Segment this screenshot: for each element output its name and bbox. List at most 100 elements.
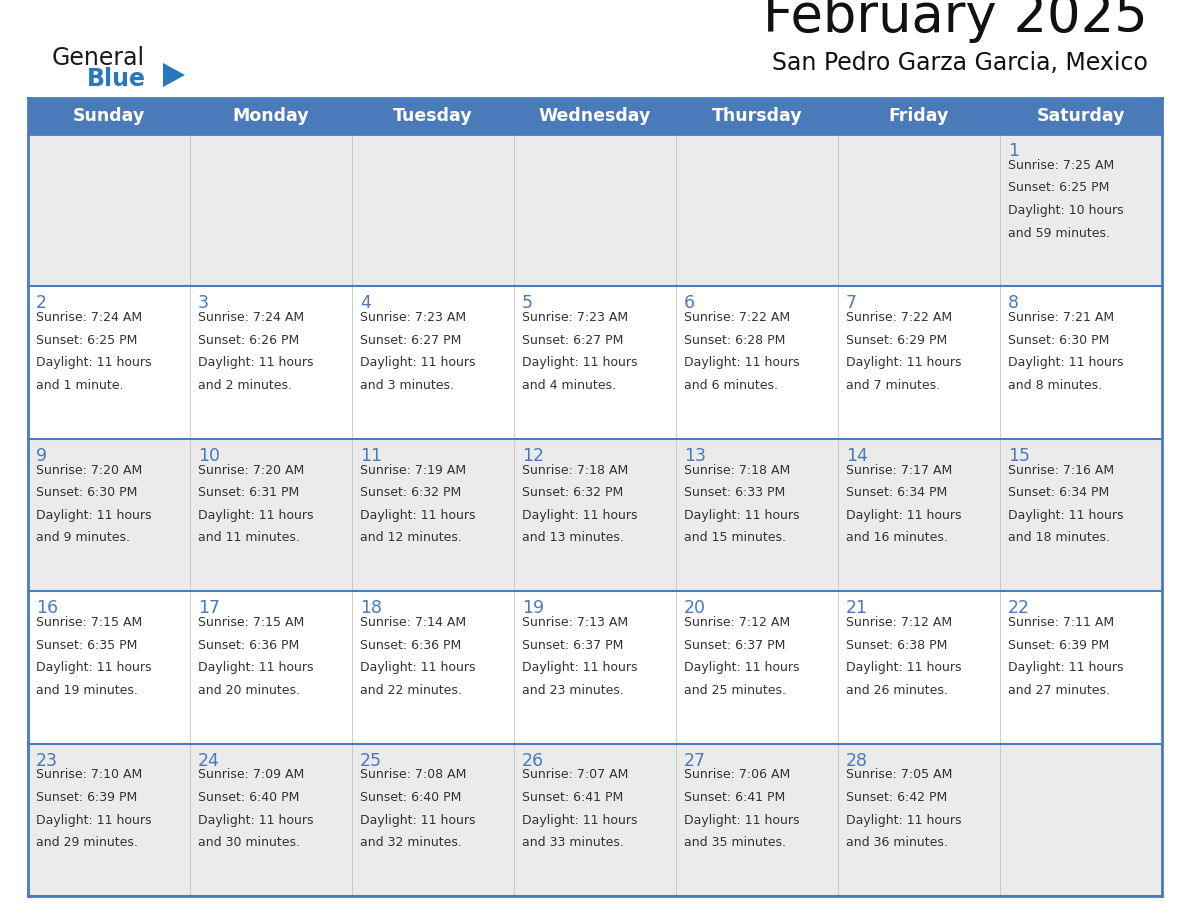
Text: Daylight: 11 hours: Daylight: 11 hours bbox=[684, 356, 800, 369]
Text: 11: 11 bbox=[360, 447, 383, 465]
Text: Sunrise: 7:05 AM: Sunrise: 7:05 AM bbox=[846, 768, 953, 781]
Text: 1: 1 bbox=[1007, 142, 1019, 160]
Text: Thursday: Thursday bbox=[712, 107, 802, 125]
Text: Sunset: 6:41 PM: Sunset: 6:41 PM bbox=[684, 791, 785, 804]
Text: Sunrise: 7:12 AM: Sunrise: 7:12 AM bbox=[846, 616, 952, 629]
Text: Sunset: 6:35 PM: Sunset: 6:35 PM bbox=[36, 639, 138, 652]
Text: 22: 22 bbox=[1007, 599, 1030, 617]
Text: San Pedro Garza Garcia, Mexico: San Pedro Garza Garcia, Mexico bbox=[772, 51, 1148, 75]
Text: Sunset: 6:36 PM: Sunset: 6:36 PM bbox=[360, 639, 461, 652]
Text: Sunrise: 7:10 AM: Sunrise: 7:10 AM bbox=[36, 768, 143, 781]
Bar bbox=[29, 134, 1162, 286]
Text: Sunrise: 7:20 AM: Sunrise: 7:20 AM bbox=[198, 464, 304, 476]
Text: and 16 minutes.: and 16 minutes. bbox=[846, 532, 948, 544]
Text: 25: 25 bbox=[360, 752, 383, 769]
Text: Sunset: 6:36 PM: Sunset: 6:36 PM bbox=[198, 639, 299, 652]
Text: 13: 13 bbox=[684, 447, 706, 465]
Bar bbox=[29, 286, 1162, 439]
Text: Sunrise: 7:24 AM: Sunrise: 7:24 AM bbox=[198, 311, 304, 324]
Text: and 19 minutes.: and 19 minutes. bbox=[36, 684, 138, 697]
Text: Sunrise: 7:15 AM: Sunrise: 7:15 AM bbox=[36, 616, 143, 629]
Text: Daylight: 11 hours: Daylight: 11 hours bbox=[522, 356, 638, 369]
Text: Sunday: Sunday bbox=[72, 107, 145, 125]
Text: Sunset: 6:40 PM: Sunset: 6:40 PM bbox=[360, 791, 461, 804]
Bar bbox=[29, 744, 1162, 896]
Text: 16: 16 bbox=[36, 599, 58, 617]
Text: 7: 7 bbox=[846, 295, 857, 312]
Text: Daylight: 11 hours: Daylight: 11 hours bbox=[522, 509, 638, 521]
Text: Saturday: Saturday bbox=[1037, 107, 1125, 125]
Text: Sunrise: 7:24 AM: Sunrise: 7:24 AM bbox=[36, 311, 143, 324]
Text: Sunset: 6:25 PM: Sunset: 6:25 PM bbox=[36, 334, 138, 347]
Text: Sunrise: 7:16 AM: Sunrise: 7:16 AM bbox=[1007, 464, 1114, 476]
Text: and 26 minutes.: and 26 minutes. bbox=[846, 684, 948, 697]
Text: 14: 14 bbox=[846, 447, 868, 465]
Text: Tuesday: Tuesday bbox=[393, 107, 473, 125]
Text: 20: 20 bbox=[684, 599, 706, 617]
Text: and 27 minutes.: and 27 minutes. bbox=[1007, 684, 1110, 697]
Text: Sunrise: 7:23 AM: Sunrise: 7:23 AM bbox=[360, 311, 466, 324]
Bar bbox=[29, 98, 1162, 134]
Text: Daylight: 11 hours: Daylight: 11 hours bbox=[36, 661, 152, 674]
Text: Daylight: 11 hours: Daylight: 11 hours bbox=[360, 509, 475, 521]
Text: Sunset: 6:39 PM: Sunset: 6:39 PM bbox=[36, 791, 138, 804]
Text: and 2 minutes.: and 2 minutes. bbox=[198, 379, 292, 392]
Text: and 6 minutes.: and 6 minutes. bbox=[684, 379, 778, 392]
Text: and 18 minutes.: and 18 minutes. bbox=[1007, 532, 1110, 544]
Text: 15: 15 bbox=[1007, 447, 1030, 465]
Text: 12: 12 bbox=[522, 447, 544, 465]
Text: and 59 minutes.: and 59 minutes. bbox=[1007, 227, 1110, 240]
Text: Sunrise: 7:23 AM: Sunrise: 7:23 AM bbox=[522, 311, 628, 324]
Text: Sunrise: 7:22 AM: Sunrise: 7:22 AM bbox=[846, 311, 952, 324]
Text: Daylight: 11 hours: Daylight: 11 hours bbox=[1007, 661, 1124, 674]
Text: 24: 24 bbox=[198, 752, 220, 769]
Text: Sunrise: 7:12 AM: Sunrise: 7:12 AM bbox=[684, 616, 790, 629]
Text: Daylight: 11 hours: Daylight: 11 hours bbox=[846, 356, 961, 369]
Text: Daylight: 11 hours: Daylight: 11 hours bbox=[360, 661, 475, 674]
Text: 4: 4 bbox=[360, 295, 371, 312]
Text: 3: 3 bbox=[198, 295, 209, 312]
Text: Sunrise: 7:09 AM: Sunrise: 7:09 AM bbox=[198, 768, 304, 781]
Text: and 15 minutes.: and 15 minutes. bbox=[684, 532, 786, 544]
Text: Daylight: 11 hours: Daylight: 11 hours bbox=[522, 661, 638, 674]
Text: and 30 minutes.: and 30 minutes. bbox=[198, 836, 301, 849]
Text: Friday: Friday bbox=[889, 107, 949, 125]
Bar bbox=[29, 591, 1162, 744]
Text: 28: 28 bbox=[846, 752, 868, 769]
Text: and 4 minutes.: and 4 minutes. bbox=[522, 379, 617, 392]
Text: 10: 10 bbox=[198, 447, 220, 465]
Text: and 33 minutes.: and 33 minutes. bbox=[522, 836, 624, 849]
Text: Sunrise: 7:14 AM: Sunrise: 7:14 AM bbox=[360, 616, 466, 629]
Text: and 3 minutes.: and 3 minutes. bbox=[360, 379, 454, 392]
Text: Daylight: 11 hours: Daylight: 11 hours bbox=[684, 813, 800, 826]
Text: 2: 2 bbox=[36, 295, 48, 312]
Text: Daylight: 11 hours: Daylight: 11 hours bbox=[846, 661, 961, 674]
Text: and 13 minutes.: and 13 minutes. bbox=[522, 532, 624, 544]
Text: Daylight: 11 hours: Daylight: 11 hours bbox=[684, 661, 800, 674]
Text: Sunrise: 7:25 AM: Sunrise: 7:25 AM bbox=[1007, 159, 1114, 172]
Text: Sunset: 6:29 PM: Sunset: 6:29 PM bbox=[846, 334, 947, 347]
Text: 21: 21 bbox=[846, 599, 868, 617]
Text: and 9 minutes.: and 9 minutes. bbox=[36, 532, 129, 544]
Text: Sunset: 6:30 PM: Sunset: 6:30 PM bbox=[1007, 334, 1110, 347]
Text: Sunset: 6:33 PM: Sunset: 6:33 PM bbox=[684, 487, 785, 499]
Text: Daylight: 11 hours: Daylight: 11 hours bbox=[1007, 356, 1124, 369]
Text: Sunset: 6:32 PM: Sunset: 6:32 PM bbox=[360, 487, 461, 499]
Text: and 7 minutes.: and 7 minutes. bbox=[846, 379, 940, 392]
Text: Sunset: 6:42 PM: Sunset: 6:42 PM bbox=[846, 791, 947, 804]
Text: Sunrise: 7:07 AM: Sunrise: 7:07 AM bbox=[522, 768, 628, 781]
Text: and 36 minutes.: and 36 minutes. bbox=[846, 836, 948, 849]
Text: Sunset: 6:27 PM: Sunset: 6:27 PM bbox=[522, 334, 624, 347]
Text: 5: 5 bbox=[522, 295, 533, 312]
Text: and 29 minutes.: and 29 minutes. bbox=[36, 836, 138, 849]
Text: Sunrise: 7:06 AM: Sunrise: 7:06 AM bbox=[684, 768, 790, 781]
Text: Sunrise: 7:22 AM: Sunrise: 7:22 AM bbox=[684, 311, 790, 324]
Text: and 11 minutes.: and 11 minutes. bbox=[198, 532, 299, 544]
Text: Monday: Monday bbox=[233, 107, 309, 125]
Text: Sunset: 6:37 PM: Sunset: 6:37 PM bbox=[684, 639, 785, 652]
Text: Sunrise: 7:15 AM: Sunrise: 7:15 AM bbox=[198, 616, 304, 629]
Text: Sunrise: 7:20 AM: Sunrise: 7:20 AM bbox=[36, 464, 143, 476]
Text: Daylight: 11 hours: Daylight: 11 hours bbox=[36, 509, 152, 521]
Text: Daylight: 11 hours: Daylight: 11 hours bbox=[36, 813, 152, 826]
Text: Sunset: 6:34 PM: Sunset: 6:34 PM bbox=[846, 487, 947, 499]
